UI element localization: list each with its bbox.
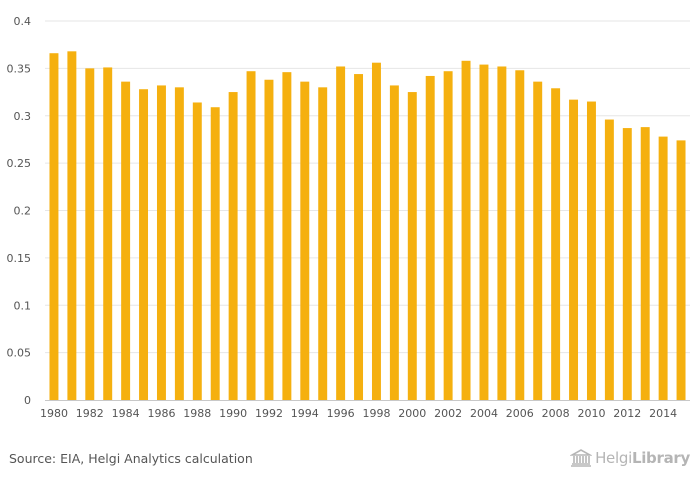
x-tick-label: 2002	[434, 407, 462, 420]
bar-1996[interactable]	[336, 66, 346, 400]
bar-1988[interactable]	[192, 102, 202, 401]
x-tick-label: 1980	[40, 407, 68, 420]
x-tick-label: 1988	[183, 407, 211, 420]
x-tick-label: 1992	[255, 407, 283, 420]
x-tick-label: 1986	[147, 407, 175, 420]
bar-2001[interactable]	[425, 75, 435, 400]
x-tick-label: 1984	[112, 407, 140, 420]
bar-1986[interactable]	[156, 85, 166, 401]
x-tick-label: 1994	[291, 407, 319, 420]
bars	[49, 51, 686, 401]
source-note: Source: EIA, Helgi Analytics calculation	[9, 451, 253, 466]
bar-2012[interactable]	[622, 128, 632, 400]
bar-1992[interactable]	[264, 79, 274, 401]
bar-1994[interactable]	[300, 81, 310, 400]
x-tick-label: 2004	[470, 407, 498, 420]
bar-2008[interactable]	[551, 88, 561, 401]
bar-1981[interactable]	[67, 51, 77, 400]
y-tick-label: 0.25	[7, 157, 32, 170]
x-tick-label: 1996	[327, 407, 355, 420]
bar-1982[interactable]	[85, 68, 95, 400]
bar-1997[interactable]	[354, 74, 364, 400]
bar-1995[interactable]	[318, 87, 328, 400]
bar-1985[interactable]	[139, 89, 149, 400]
x-axis-ticks: 1980 1982 1984 1986 1988 1990 1992 1994 1996 1998…	[40, 407, 677, 420]
bar-1990[interactable]	[228, 92, 238, 400]
bar-1980[interactable]	[49, 53, 59, 401]
bar-2002[interactable]	[443, 71, 453, 400]
y-tick-label: 0.1	[14, 299, 32, 312]
bar-2011[interactable]	[604, 119, 614, 400]
brand-logo[interactable]: Helgi Library	[570, 449, 690, 467]
x-tick-label: 1990	[219, 407, 247, 420]
bar-1987[interactable]	[174, 87, 184, 400]
y-tick-label: 0.15	[7, 252, 32, 265]
bar-2015[interactable]	[676, 140, 686, 400]
y-tick-label: 0.2	[14, 205, 32, 218]
x-tick-label: 2010	[577, 407, 605, 420]
chart-area: 0 0.05 0.1 0.15 0.2 0.25 0.3 0.35 0.4 1980 1982 19…	[7, 15, 690, 420]
brand-name-light: Helgi	[595, 449, 632, 467]
bar-2013[interactable]	[640, 127, 650, 401]
bar-2010[interactable]	[586, 101, 596, 400]
bar-1991[interactable]	[246, 71, 256, 400]
bar-2000[interactable]	[407, 92, 417, 400]
grid-lines	[45, 20, 690, 354]
y-tick-label: 0.05	[7, 347, 32, 360]
bar-2004[interactable]	[479, 64, 489, 401]
bar-2007[interactable]	[533, 81, 543, 400]
bar-2003[interactable]	[461, 60, 471, 401]
footer: Source: EIA, Helgi Analytics calculation…	[0, 440, 700, 483]
bar-2006[interactable]	[515, 70, 525, 401]
x-tick-label: 2000	[398, 407, 426, 420]
x-tick-label: 1982	[76, 407, 104, 420]
x-tick-label: 2012	[613, 407, 641, 420]
x-tick-label: 2008	[542, 407, 570, 420]
bar-1993[interactable]	[282, 72, 292, 400]
y-axis-ticks: 0 0.05 0.1 0.15 0.2 0.25 0.3 0.35 0.4	[7, 15, 32, 407]
bar-chart: 00.050.10.150.20.250.30.350.4 1980 1982 19…	[7, 15, 690, 420]
bar-1984[interactable]	[121, 81, 131, 400]
bar-2009[interactable]	[569, 99, 579, 400]
bar-1983[interactable]	[103, 67, 113, 401]
library-building-icon	[570, 449, 593, 467]
bar-2005[interactable]	[497, 66, 507, 400]
y-tick-label: 0.35	[7, 62, 32, 75]
y-tick-label: 0.4	[14, 15, 32, 28]
bar-1998[interactable]	[371, 62, 381, 400]
x-tick-label: 2014	[649, 407, 677, 420]
brand-name-strong: Library	[631, 449, 690, 467]
x-tick-label: 2006	[506, 407, 534, 420]
bar-1989[interactable]	[210, 107, 220, 400]
y-tick-label: 0	[24, 394, 31, 407]
bar-2014[interactable]	[658, 136, 668, 400]
bar-1999[interactable]	[389, 85, 399, 401]
x-tick-label: 1998	[362, 407, 390, 420]
y-tick-label: 0.3	[14, 110, 32, 123]
